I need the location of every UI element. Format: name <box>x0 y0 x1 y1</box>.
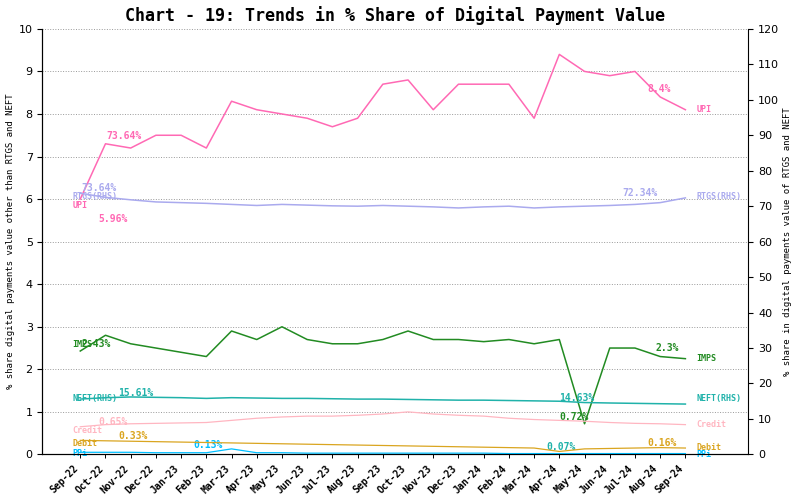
Text: PPi: PPi <box>73 449 88 458</box>
Text: 0.65%: 0.65% <box>98 417 128 427</box>
Text: Credit: Credit <box>73 426 103 435</box>
Text: 0.16%: 0.16% <box>647 438 677 448</box>
Text: 2.43%: 2.43% <box>81 339 111 349</box>
Text: 72.34%: 72.34% <box>622 188 658 198</box>
Text: 0.33%: 0.33% <box>118 431 148 441</box>
Text: 73.64%: 73.64% <box>81 183 117 193</box>
Text: 0.07%: 0.07% <box>547 442 576 452</box>
Text: IMPS: IMPS <box>73 340 93 349</box>
Text: 0.72%: 0.72% <box>559 411 589 421</box>
Text: RTGS(RHS): RTGS(RHS) <box>697 192 742 201</box>
Text: 5.96%: 5.96% <box>98 214 128 224</box>
Text: PPi: PPi <box>697 450 712 459</box>
Y-axis label: % share digital payments value other than RTGS and NEFT: % share digital payments value other tha… <box>6 94 14 389</box>
Text: Debit: Debit <box>73 439 97 448</box>
Text: 0.13%: 0.13% <box>194 439 223 449</box>
Text: UPI: UPI <box>73 201 88 210</box>
Text: 15.61%: 15.61% <box>118 388 153 398</box>
Text: 8.4%: 8.4% <box>647 84 671 94</box>
Title: Chart - 19: Trends in % Share of Digital Payment Value: Chart - 19: Trends in % Share of Digital… <box>125 6 666 25</box>
Text: NEFT(RHS): NEFT(RHS) <box>73 394 117 403</box>
Text: 73.64%: 73.64% <box>107 131 142 141</box>
Text: 14.63%: 14.63% <box>559 393 595 403</box>
Text: UPI: UPI <box>697 105 712 114</box>
Y-axis label: % share in digital payments value of RTGS and NEFT: % share in digital payments value of RTG… <box>784 107 792 376</box>
Text: 2.3%: 2.3% <box>655 344 678 353</box>
Text: IMPS: IMPS <box>697 354 717 363</box>
Text: RTGS(RHS): RTGS(RHS) <box>73 192 117 201</box>
Text: NEFT(RHS): NEFT(RHS) <box>697 394 742 403</box>
Text: Credit: Credit <box>697 420 727 429</box>
Text: Debit: Debit <box>697 443 721 452</box>
